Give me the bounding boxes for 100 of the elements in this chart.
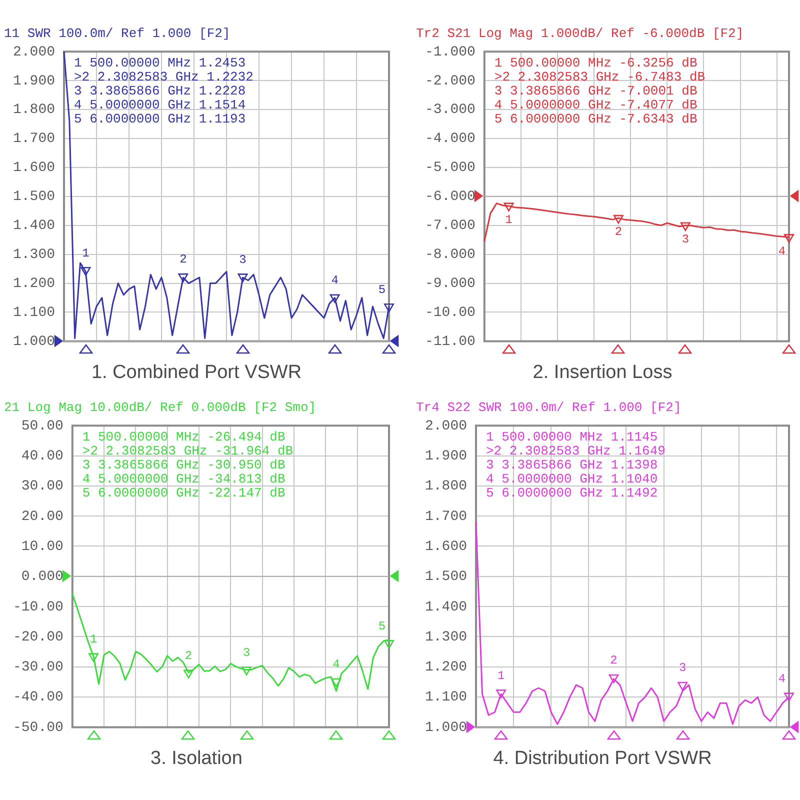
series-label: 4 — [332, 658, 340, 672]
point — [178, 273, 188, 282]
y-tick-label: -4.000 — [424, 131, 476, 148]
series-label: 2 — [180, 252, 187, 267]
point — [384, 304, 394, 312]
series-label: 1 — [90, 632, 98, 646]
y-tick-label: 1.200 — [12, 276, 56, 292]
text: 3. Isolation — [150, 748, 242, 769]
y-tick-label: 1.500 — [12, 189, 56, 206]
annotation: >2 2.3082583 GHz 1.1649 — [486, 444, 666, 459]
series-label: 3 — [682, 232, 690, 247]
annotation: >2 2.3082583 GHz -31.964 dB — [82, 444, 294, 459]
series-label: 5 — [378, 282, 386, 297]
y-tick-label: -6.000 — [424, 189, 476, 206]
annotation: 4 5.0000000 GHz -7.4077 dB — [494, 98, 698, 113]
point — [331, 678, 342, 688]
y-tick-label: 0.000 — [21, 569, 64, 586]
series-label: 4 — [778, 244, 786, 258]
y-tick-label: 1.900 — [12, 73, 56, 90]
point — [238, 274, 248, 282]
point — [88, 653, 98, 662]
y-tick-label: -8.000 — [424, 247, 476, 264]
point — [80, 267, 91, 276]
y-tick-label: 1.900 — [424, 448, 468, 464]
point — [384, 640, 394, 649]
y-tick-label: 10.00 — [21, 538, 64, 555]
series-label: 3 — [239, 252, 246, 267]
y-tick-label: 1.200 — [424, 660, 468, 676]
point — [784, 234, 794, 243]
series-label: 2 — [614, 225, 622, 240]
series-label: 3 — [678, 661, 686, 676]
annotation: 4 5.0000000 GHz 1.1040 — [486, 472, 658, 487]
chart-subtitle: Tr4 S22 SWR 100.0m/ Ref 1.000 [F2] — [416, 400, 682, 416]
y-tick-label: 1.800 — [12, 102, 56, 118]
y-tick-label: -20.00 — [12, 629, 64, 646]
y-tick-label: -10.00 — [12, 599, 64, 616]
y-tick-label: 2.000 — [424, 418, 468, 434]
y-tick-label: -30.00 — [12, 660, 64, 676]
y-tick-label: -50.00 — [12, 720, 64, 736]
y-tick-label: -7.000 — [424, 218, 476, 234]
y-tick-label: 1.500 — [424, 569, 468, 586]
text: 2. Insertion Loss — [532, 362, 672, 383]
chart-subtitle: 21 Log Mag 10.00dB/ Ref 0.000dB [F2 Smo] — [4, 400, 316, 416]
point — [330, 294, 340, 304]
annotation: 3 3.3865866 GHz -30.950 dB — [82, 458, 286, 473]
y-tick-label: -5.000 — [424, 160, 476, 176]
series-label: 3 — [242, 646, 250, 660]
y-tick-label: 50.00 — [21, 418, 64, 434]
point — [613, 214, 624, 224]
series-label: 1 — [505, 213, 512, 227]
point — [504, 202, 514, 212]
series-label: 1 — [497, 668, 505, 683]
series-label: 4 — [331, 274, 338, 288]
y-tick-label: 1.000 — [424, 720, 468, 736]
y-tick-label: 20.00 — [21, 508, 64, 525]
series-label: 2 — [610, 654, 618, 668]
y-tick-label: -9.000 — [424, 276, 476, 292]
y-tick-label: 1.300 — [12, 247, 56, 264]
y-tick-label: -11.00 — [424, 334, 476, 350]
annotation: 1 500.00000 MHz 1.2453 — [74, 56, 246, 71]
annotation: >2 2.3082583 GHz 1.2232 — [74, 70, 254, 85]
chart-subtitle: 11 SWR 100.0m/ Ref 1.000 [F2] — [4, 26, 230, 42]
y-tick-label: 30.00 — [21, 478, 64, 495]
annotation: 3 3.3865866 GHz 1.2228 — [74, 84, 246, 99]
annotation: 3 3.3865866 GHz -7.0001 dB — [494, 84, 698, 99]
annotation: 5 6.0000000 GHz -7.6343 dB — [494, 112, 698, 127]
text: 1. Combined Port VSWR — [91, 362, 302, 383]
series-label: 4 — [778, 672, 786, 686]
y-tick-label: 1.600 — [12, 160, 56, 176]
y-tick-label: 1.700 — [12, 131, 56, 148]
series-label: 5 — [378, 619, 386, 634]
annotation: 1 500.00000 MHz 1.1145 — [486, 430, 658, 445]
y-tick-label: -1.000 — [424, 44, 476, 60]
point — [184, 670, 194, 678]
y-tick-label: 1.700 — [424, 508, 468, 525]
point — [680, 222, 690, 232]
annotation: 4 5.0000000 GHz -34.813 dB — [82, 472, 286, 487]
annotation: 1 500.00000 MHz -26.494 dB — [82, 430, 286, 445]
y-tick-label: 1.100 — [12, 304, 56, 321]
y-tick-label: 1.000 — [12, 334, 56, 350]
y-tick-label: 1.400 — [12, 218, 56, 234]
y-tick-label: 1.400 — [424, 599, 468, 616]
point — [496, 690, 506, 698]
y-tick-label: -40.00 — [12, 690, 64, 706]
annotation: 3 3.3865866 GHz 1.1398 — [486, 458, 658, 473]
annotation: 5 6.0000000 GHz -22.147 dB — [82, 486, 286, 501]
y-tick-label: -10.00 — [424, 304, 476, 321]
point — [242, 666, 252, 676]
annotation: 4 5.0000000 GHz 1.1514 — [74, 98, 246, 113]
series-label: 2 — [184, 648, 192, 663]
y-tick-label: -2.000 — [424, 73, 476, 90]
y-tick-label: 40.00 — [21, 448, 64, 464]
point — [608, 674, 619, 684]
point — [678, 682, 688, 691]
point — [784, 692, 794, 702]
annotation: 1 500.00000 MHz -6.3256 dB — [494, 56, 698, 71]
annotation: >2 2.3082583 GHz -6.7483 dB — [494, 70, 706, 85]
y-tick-label: 2.000 — [12, 44, 56, 60]
series-label: 1 — [82, 246, 90, 260]
annotation: 5 6.0000000 GHz 1.1193 — [74, 112, 246, 127]
